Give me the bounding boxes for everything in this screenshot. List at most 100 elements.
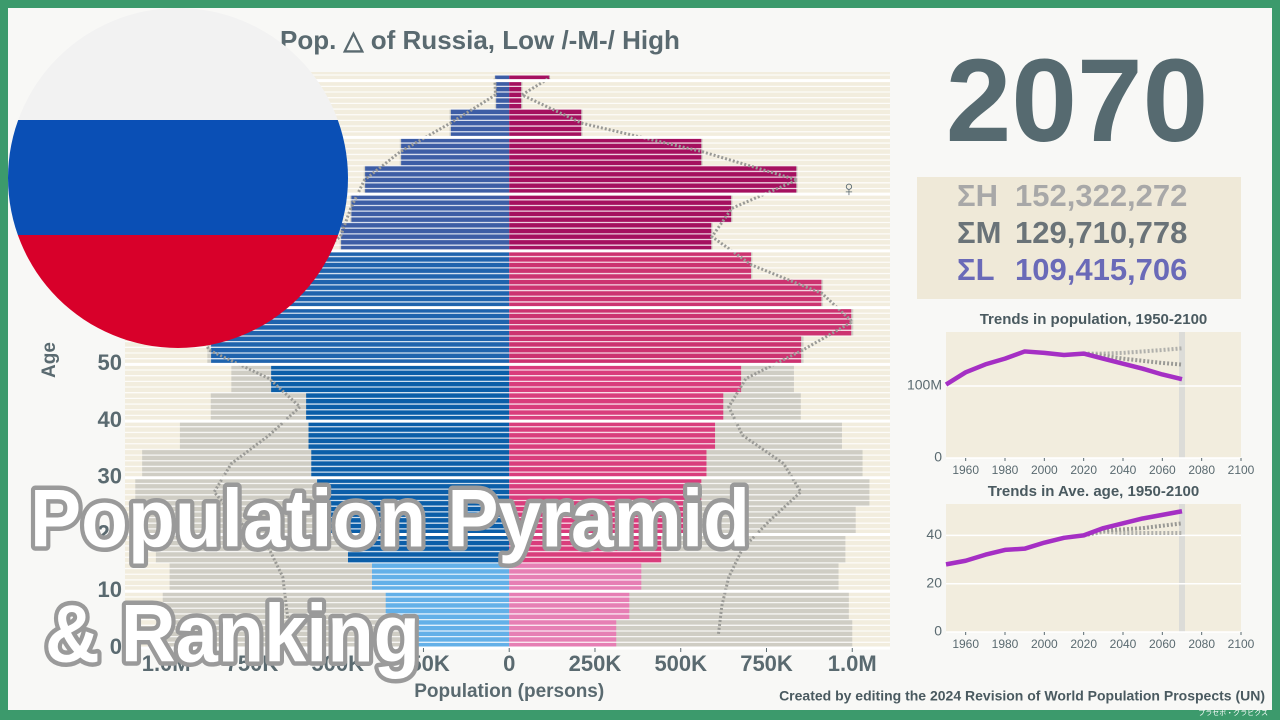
female-low-bar (509, 75, 550, 81)
male-low-bar (450, 109, 510, 138)
male-low-bar (211, 335, 510, 365)
y-tick-label: 50 (98, 350, 122, 375)
x-tick-label: 2080 (1188, 637, 1215, 651)
male-low-bar (365, 165, 510, 195)
male-low-bar (341, 222, 510, 251)
flag-blue (8, 120, 348, 235)
male-low-bar (351, 194, 510, 223)
female-low-bar (509, 506, 692, 535)
x-tick-label: 1.0M (828, 651, 877, 676)
x-tick-label: 500K (654, 651, 707, 676)
female-low-bar (509, 449, 707, 478)
male-low-bar (371, 562, 510, 592)
y-tick-label: 0 (110, 634, 122, 659)
female-low-bar (509, 109, 582, 138)
sum-value: 152,322,272 (1015, 178, 1187, 213)
y-tick-label: 30 (98, 464, 122, 489)
x-tick-label: 1960 (952, 463, 979, 477)
female-low-bar (509, 250, 752, 280)
x-tick-label: 2080 (1188, 463, 1215, 477)
female-low-bar (509, 392, 724, 422)
x-tick-label: 1980 (992, 637, 1019, 651)
male-low-bar (317, 477, 510, 507)
overlay-title: Population Pyramid (30, 474, 750, 565)
female-low-bar (509, 477, 702, 507)
x-tick-label: 1980 (992, 463, 1019, 477)
y-tick-label: 100M (907, 377, 942, 393)
x-tick-label: 2000 (1031, 637, 1058, 651)
female-low-bar (509, 165, 797, 195)
y-tick-label: 20 (926, 574, 942, 590)
female-low-bar (509, 194, 732, 223)
sum-label: ΣH (957, 178, 998, 213)
y-tick-label: 20 (98, 520, 122, 545)
female-low-bar (509, 562, 642, 592)
x-tick-label: 2020 (1070, 637, 1097, 651)
x-tick-label: 2100 (1228, 463, 1255, 477)
male-low-bar (401, 137, 510, 166)
male-low-bar (308, 421, 510, 450)
x-tick-label: 1960 (952, 637, 979, 651)
male-low-bar (271, 364, 510, 393)
male-low-bar (306, 392, 510, 422)
chart-title: Pop. △ of Russia, Low /-M-/ High (280, 25, 680, 55)
y-tick-label: 10 (98, 577, 122, 602)
sum-box (917, 177, 1241, 299)
x-tick-label: 500K (311, 651, 364, 676)
plot-area (946, 504, 1241, 632)
female-low-bar (509, 364, 742, 393)
pyramid-chart: 01020304050607080901001.0M750K500K250K02… (39, 25, 890, 702)
female-low-bar (509, 222, 712, 251)
male-low-bar (495, 75, 510, 81)
sum-value: 109,415,706 (1015, 252, 1187, 287)
x-tick-label: 2060 (1149, 463, 1176, 477)
female-low-bar (509, 80, 522, 110)
plot-area (946, 332, 1241, 458)
female-low-bar (509, 619, 617, 648)
series-line (1083, 351, 1183, 367)
chart-title: Trends in Ave. age, 1950-2100 (988, 483, 1200, 500)
x-tick-label: 2040 (1110, 463, 1137, 477)
male-low-bar (401, 619, 510, 648)
male-low-bar (385, 591, 510, 620)
sum-value: 129,710,778 (1015, 215, 1187, 250)
sum-label: ΣM (957, 215, 1001, 250)
sums: ΣH 152,322,272 ΣM 129,710,778 ΣL 109,415,706 (957, 178, 1187, 287)
x-tick-label: 2040 (1110, 637, 1137, 651)
female-low-bar (509, 421, 716, 450)
chart-title: Trends in population, 1950-2100 (980, 311, 1208, 328)
x-tick-label: 250K (569, 651, 622, 676)
x-tick-label: 2020 (1070, 463, 1097, 477)
year-marker (1179, 332, 1185, 458)
female-low-bar (509, 591, 630, 620)
population-trend-chart: 0 100M 1960 1980 2000 2020 2040 2060 2080 2100 Tre… (907, 311, 1255, 477)
x-tick-label: 2000 (1031, 463, 1058, 477)
x-tick-label: 2100 (1228, 637, 1255, 651)
female-low-bar (509, 279, 822, 308)
year: 2070 (946, 35, 1209, 167)
y-tick-label: 0 (934, 449, 942, 465)
overlay-subtitle: & Ranking (45, 589, 420, 680)
brand: プラセボ・グラビクス (1198, 708, 1268, 717)
x-axis-label: Population (persons) (414, 681, 604, 702)
female-low-bar (509, 137, 702, 166)
x-tick-label: 750K (740, 651, 793, 676)
y-tick-label: 40 (926, 526, 942, 542)
x-tick-label: 1.0M (142, 651, 191, 676)
series-line (945, 509, 1183, 567)
x-tick-label: 2060 (1149, 637, 1176, 651)
x-tick-label: 750K (226, 651, 279, 676)
male-low-bar (311, 449, 510, 478)
credit: Created by editing the 2024 Revision of … (779, 688, 1265, 704)
y-tick-label: 40 (98, 407, 122, 432)
x-tick-label: 0 (503, 651, 515, 676)
male-low-bar (496, 80, 510, 110)
female-low-bar (509, 307, 852, 336)
female-low-bar (509, 534, 662, 563)
female-low-bar (509, 335, 802, 365)
female-symbol: ♀ (841, 176, 858, 201)
male-low-bar (301, 250, 510, 280)
male-low-bar (347, 534, 510, 563)
